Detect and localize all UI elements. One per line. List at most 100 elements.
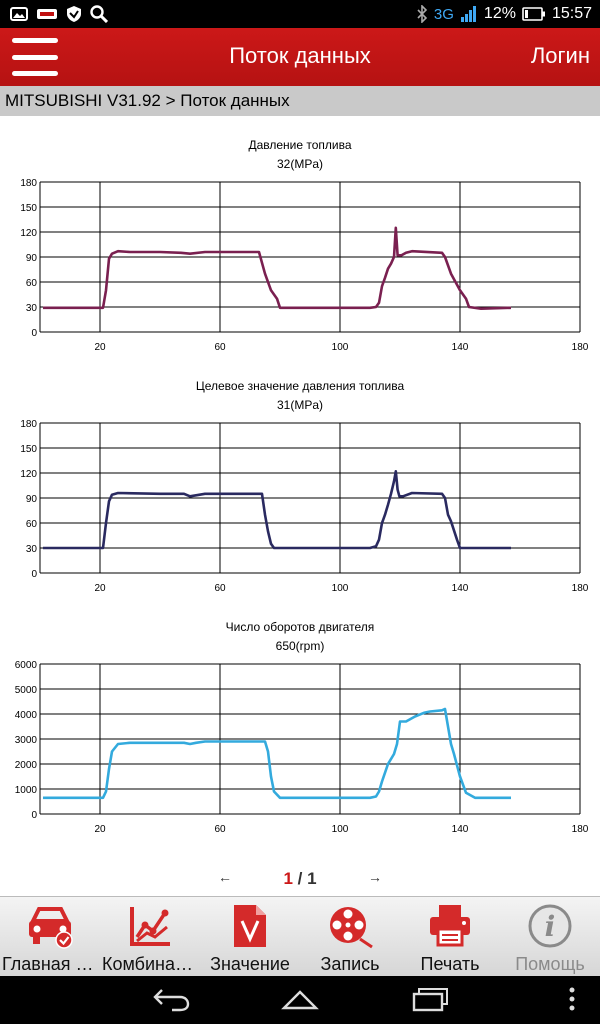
series-line: [43, 469, 511, 550]
x-tick-label: 20: [94, 583, 106, 594]
menu-icon-bar: [12, 71, 58, 76]
breadcrumb: MITSUBISHI V31.92 > Поток данных: [0, 86, 600, 116]
y-tick-label: 1000: [15, 785, 38, 796]
search-icon: [90, 5, 108, 23]
data-stream-charts: Давление топлива 32(MPa) 0 30 60 90 120 150 180 2…: [0, 116, 600, 896]
recents-icon[interactable]: [410, 986, 450, 1012]
record-tool-button[interactable]: Запись: [300, 897, 400, 976]
x-tick-label: 60: [214, 583, 226, 594]
series-line: [43, 226, 512, 310]
help-icon: i: [528, 904, 572, 948]
combined-tool-button[interactable]: Комбинац...: [100, 897, 200, 976]
help-tool-button[interactable]: i Помощь: [500, 897, 600, 976]
record-tool-label: Запись: [320, 954, 380, 974]
x-tick-label: 60: [214, 824, 226, 835]
x-tick-label: 180: [572, 583, 589, 594]
network-type: 3G: [433, 5, 454, 23]
x-tick-label: 140: [452, 583, 469, 594]
current-page: 1: [283, 869, 293, 888]
page-indicator: 1 / 1: [0, 869, 600, 889]
y-tick-label: 150: [20, 444, 37, 455]
y-tick-label: 150: [20, 203, 37, 214]
y-tick-label: 6000: [15, 660, 38, 671]
home-icon[interactable]: [280, 986, 320, 1012]
app-bar: Поток данных Логин: [0, 28, 600, 86]
chart-title: Целевое значение давления топлива: [196, 379, 405, 393]
x-tick-label: 140: [452, 824, 469, 835]
shield-icon: [67, 6, 81, 22]
menu-icon-bar: [12, 38, 58, 43]
y-tick-label: 90: [26, 253, 38, 264]
chart-title: Давление топлива: [248, 138, 351, 152]
back-icon[interactable]: [152, 986, 192, 1012]
y-tick-label: 30: [26, 544, 38, 555]
y-tick-label: 60: [26, 519, 38, 530]
y-tick-label: 0: [31, 328, 37, 339]
gallery-icon: [10, 7, 28, 21]
bottom-toolbar: Главная с... Комбинац... Значение Запись: [0, 896, 600, 976]
menu-button[interactable]: [12, 38, 58, 76]
print-tool-label: Печать: [420, 954, 480, 974]
x-tick-label: 100: [332, 824, 349, 835]
next-page-button[interactable]: →: [368, 869, 382, 885]
x-tick-label: 100: [332, 342, 349, 353]
x-tick-label: 20: [94, 342, 106, 353]
y-tick-label: 90: [26, 494, 38, 505]
x-tick-label: 180: [572, 342, 589, 353]
svg-text:i: i: [545, 910, 556, 943]
menu-icon-bar: [12, 54, 58, 60]
pager: ← 1 / 1 →: [0, 866, 600, 894]
battery-icon: [522, 7, 545, 21]
car-check-icon: [29, 907, 73, 949]
y-tick-label: 120: [20, 228, 37, 239]
more-icon[interactable]: [566, 986, 578, 1012]
login-button[interactable]: Логин: [530, 43, 590, 68]
x-tick-label: 20: [94, 824, 106, 835]
car-icon: [37, 9, 57, 19]
y-tick-label: 0: [31, 569, 37, 580]
page-title: Поток данных: [229, 43, 371, 68]
bluetooth-icon: [417, 5, 428, 23]
series-line: [43, 707, 511, 800]
x-tick-label: 100: [332, 583, 349, 594]
y-tick-label: 0: [31, 810, 37, 821]
print-tool-button[interactable]: Печать: [400, 897, 500, 976]
y-tick-label: 2000: [15, 760, 38, 771]
chart-subtitle: 31(MPa): [277, 398, 323, 412]
y-tick-label: 3000: [15, 735, 38, 746]
status-bar: 3G 12% 15:57: [0, 0, 600, 28]
printer-icon: [430, 905, 470, 947]
combined-chart-icon: [130, 907, 170, 946]
value-tool-label: Значение: [210, 954, 290, 974]
help-tool-label: Помощь: [515, 954, 585, 974]
chart-title: Число оборотов двигателя: [226, 620, 375, 634]
chart-subtitle: 32(MPa): [277, 157, 323, 171]
page-separator: /: [292, 869, 308, 888]
combined-tool-label: Комбинац...: [102, 954, 200, 974]
value-tool-button[interactable]: Значение: [200, 897, 300, 976]
y-tick-label: 180: [20, 419, 37, 430]
signal-icon: [460, 6, 476, 22]
prev-page-button[interactable]: ←: [218, 869, 232, 885]
charts-canvas: Давление топлива 32(MPa) 0 30 60 90 120 150 180 2…: [15, 138, 589, 835]
y-tick-label: 180: [20, 178, 37, 189]
home-tool-button[interactable]: Главная с...: [0, 897, 100, 976]
battery-percent: 12%: [483, 5, 516, 22]
notification-icons: [10, 4, 108, 24]
y-tick-label: 30: [26, 303, 38, 314]
y-tick-label: 120: [20, 469, 37, 480]
total-pages: 1: [307, 869, 317, 888]
system-nav-bar: [0, 976, 600, 1024]
y-tick-label: 5000: [15, 685, 38, 696]
system-icons: 3G 12% 15:57: [416, 3, 592, 25]
y-tick-label: 60: [26, 278, 38, 289]
film-reel-icon: [330, 907, 373, 949]
value-document-icon: [234, 905, 266, 947]
x-tick-label: 60: [214, 342, 226, 353]
clock: 15:57: [551, 5, 592, 22]
y-tick-label: 4000: [15, 710, 38, 721]
x-tick-label: 180: [572, 824, 589, 835]
x-tick-label: 140: [452, 342, 469, 353]
chart-subtitle: 650(rpm): [276, 639, 325, 653]
home-tool-label: Главная с...: [2, 954, 100, 974]
